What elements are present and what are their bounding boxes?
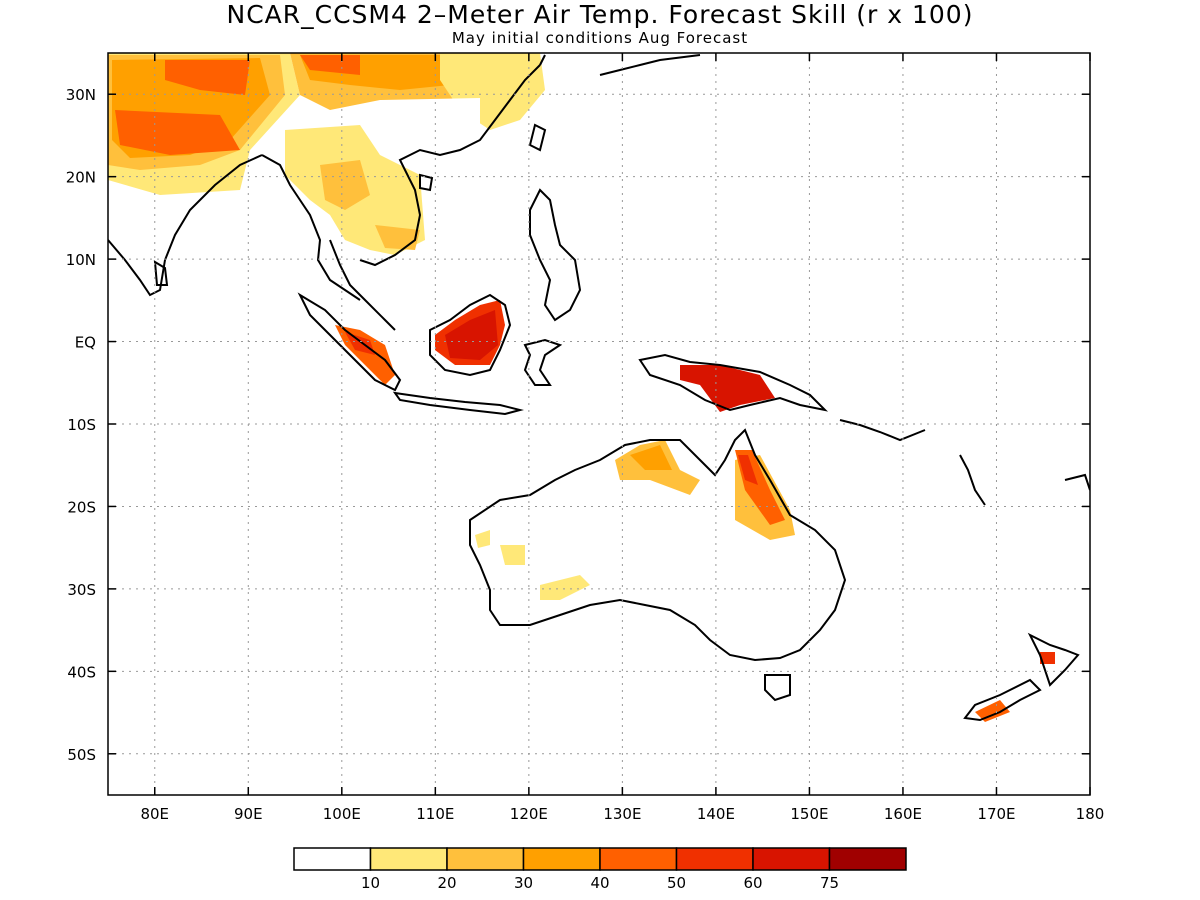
lat-tick-label: 10S: [67, 416, 96, 434]
field-wa-interior: [500, 545, 525, 565]
coast-sri-lanka: [153, 260, 169, 286]
coast-taiwan: [528, 123, 547, 152]
colorbar: 10 20 30 40 50 60 75: [293, 847, 907, 892]
coast-indochina: [359, 64, 541, 267]
coastlines: [108, 54, 1090, 722]
lon-tick-label: 150E: [790, 805, 828, 823]
field-nz-north: [1040, 652, 1055, 664]
colorbar-swatch: [522, 847, 601, 871]
colorbar-label: 60: [743, 874, 762, 892]
lon-tick-label: 90E: [234, 805, 263, 823]
coast-australia: [469, 428, 847, 662]
field-sumatra-core: [345, 332, 375, 355]
coast-japan: [599, 54, 701, 76]
field-new-guinea: [680, 365, 775, 412]
lat-tick-label: 50S: [67, 746, 96, 764]
colorbar-swatch: [369, 847, 448, 871]
lon-tick-label: 80E: [140, 805, 169, 823]
lon-tick-label: 110E: [416, 805, 454, 823]
lon-tick-label: 180: [1076, 805, 1105, 823]
lon-tick-label: 140E: [697, 805, 735, 823]
lat-tick-label: 30N: [66, 86, 96, 104]
coast-borneo: [429, 293, 512, 377]
colorbar-label: 50: [667, 874, 686, 892]
lat-tick-label: 40S: [67, 663, 96, 681]
colorbar-swatch: [828, 847, 907, 871]
field-india-tibet-50: [115, 110, 240, 155]
colorbar-swatch: [675, 847, 754, 871]
colorbar-label: 10: [361, 874, 380, 892]
colorbar-swatch: [752, 847, 831, 871]
coast-sulawesi: [523, 338, 563, 386]
coast-tasmania: [764, 674, 791, 702]
graticule: [108, 53, 1090, 795]
lat-tick-label: 30S: [67, 581, 96, 599]
colorbar-swatch: [293, 847, 372, 871]
field-sumatra: [335, 325, 395, 385]
field-indochina-30: [320, 160, 370, 210]
colorbar-label: 20: [437, 874, 456, 892]
lon-tick-label: 130E: [603, 805, 641, 823]
field-queensland-60: [738, 455, 758, 485]
colorbar-swatch: [446, 847, 525, 871]
lon-tick-label: 160E: [884, 805, 922, 823]
lat-tick-label: 10N: [66, 251, 96, 269]
coast-india: [108, 154, 263, 297]
coast-solomons: [839, 419, 926, 442]
map-subtitle: May initial conditions Aug Forecast: [451, 29, 749, 47]
field-east-tibet-50: [300, 55, 360, 75]
coast-vanuatu: [959, 454, 986, 506]
field-nz-south: [975, 700, 1010, 722]
colorbar-label: 30: [514, 874, 533, 892]
colorbar-label: 75: [820, 874, 839, 892]
field-north-australia-40: [630, 445, 672, 470]
field-india-tibet-50b: [165, 60, 250, 95]
lon-tick-label: 100E: [323, 805, 361, 823]
field-south-australia: [540, 575, 590, 600]
lon-tick-label: 120E: [510, 805, 548, 823]
coast-myanmar: [261, 154, 361, 301]
coast-philippines: [529, 188, 582, 322]
map-title: NCAR_CCSM4 2–Meter Air Temp. Forecast Sk…: [226, 0, 974, 29]
skill-shading: [108, 53, 1055, 722]
colorbar-label: 40: [590, 874, 609, 892]
coast-new-guinea: [638, 353, 829, 412]
coast-nz-north: [1027, 632, 1080, 687]
field-borneo-core: [445, 310, 498, 360]
field-china-white: [380, 98, 480, 150]
coast-java: [392, 391, 524, 416]
axes: 80E 90E 100E 110E 120E 130E 140E 150E 160E 170E 18…: [66, 53, 1105, 823]
coast-korea: [539, 54, 546, 66]
lat-tick-label: 20N: [66, 169, 96, 187]
lon-tick-label: 170E: [977, 805, 1015, 823]
lat-tick-label: EQ: [75, 334, 96, 352]
field-wa-coast: [475, 530, 490, 548]
coast-hainan: [419, 173, 434, 192]
colorbar-swatch: [599, 847, 678, 871]
lat-tick-label: 20S: [67, 498, 96, 516]
coast-malay: [329, 239, 396, 331]
coast-nz-south: [963, 678, 1042, 722]
coast-fiji: [1064, 473, 1090, 491]
